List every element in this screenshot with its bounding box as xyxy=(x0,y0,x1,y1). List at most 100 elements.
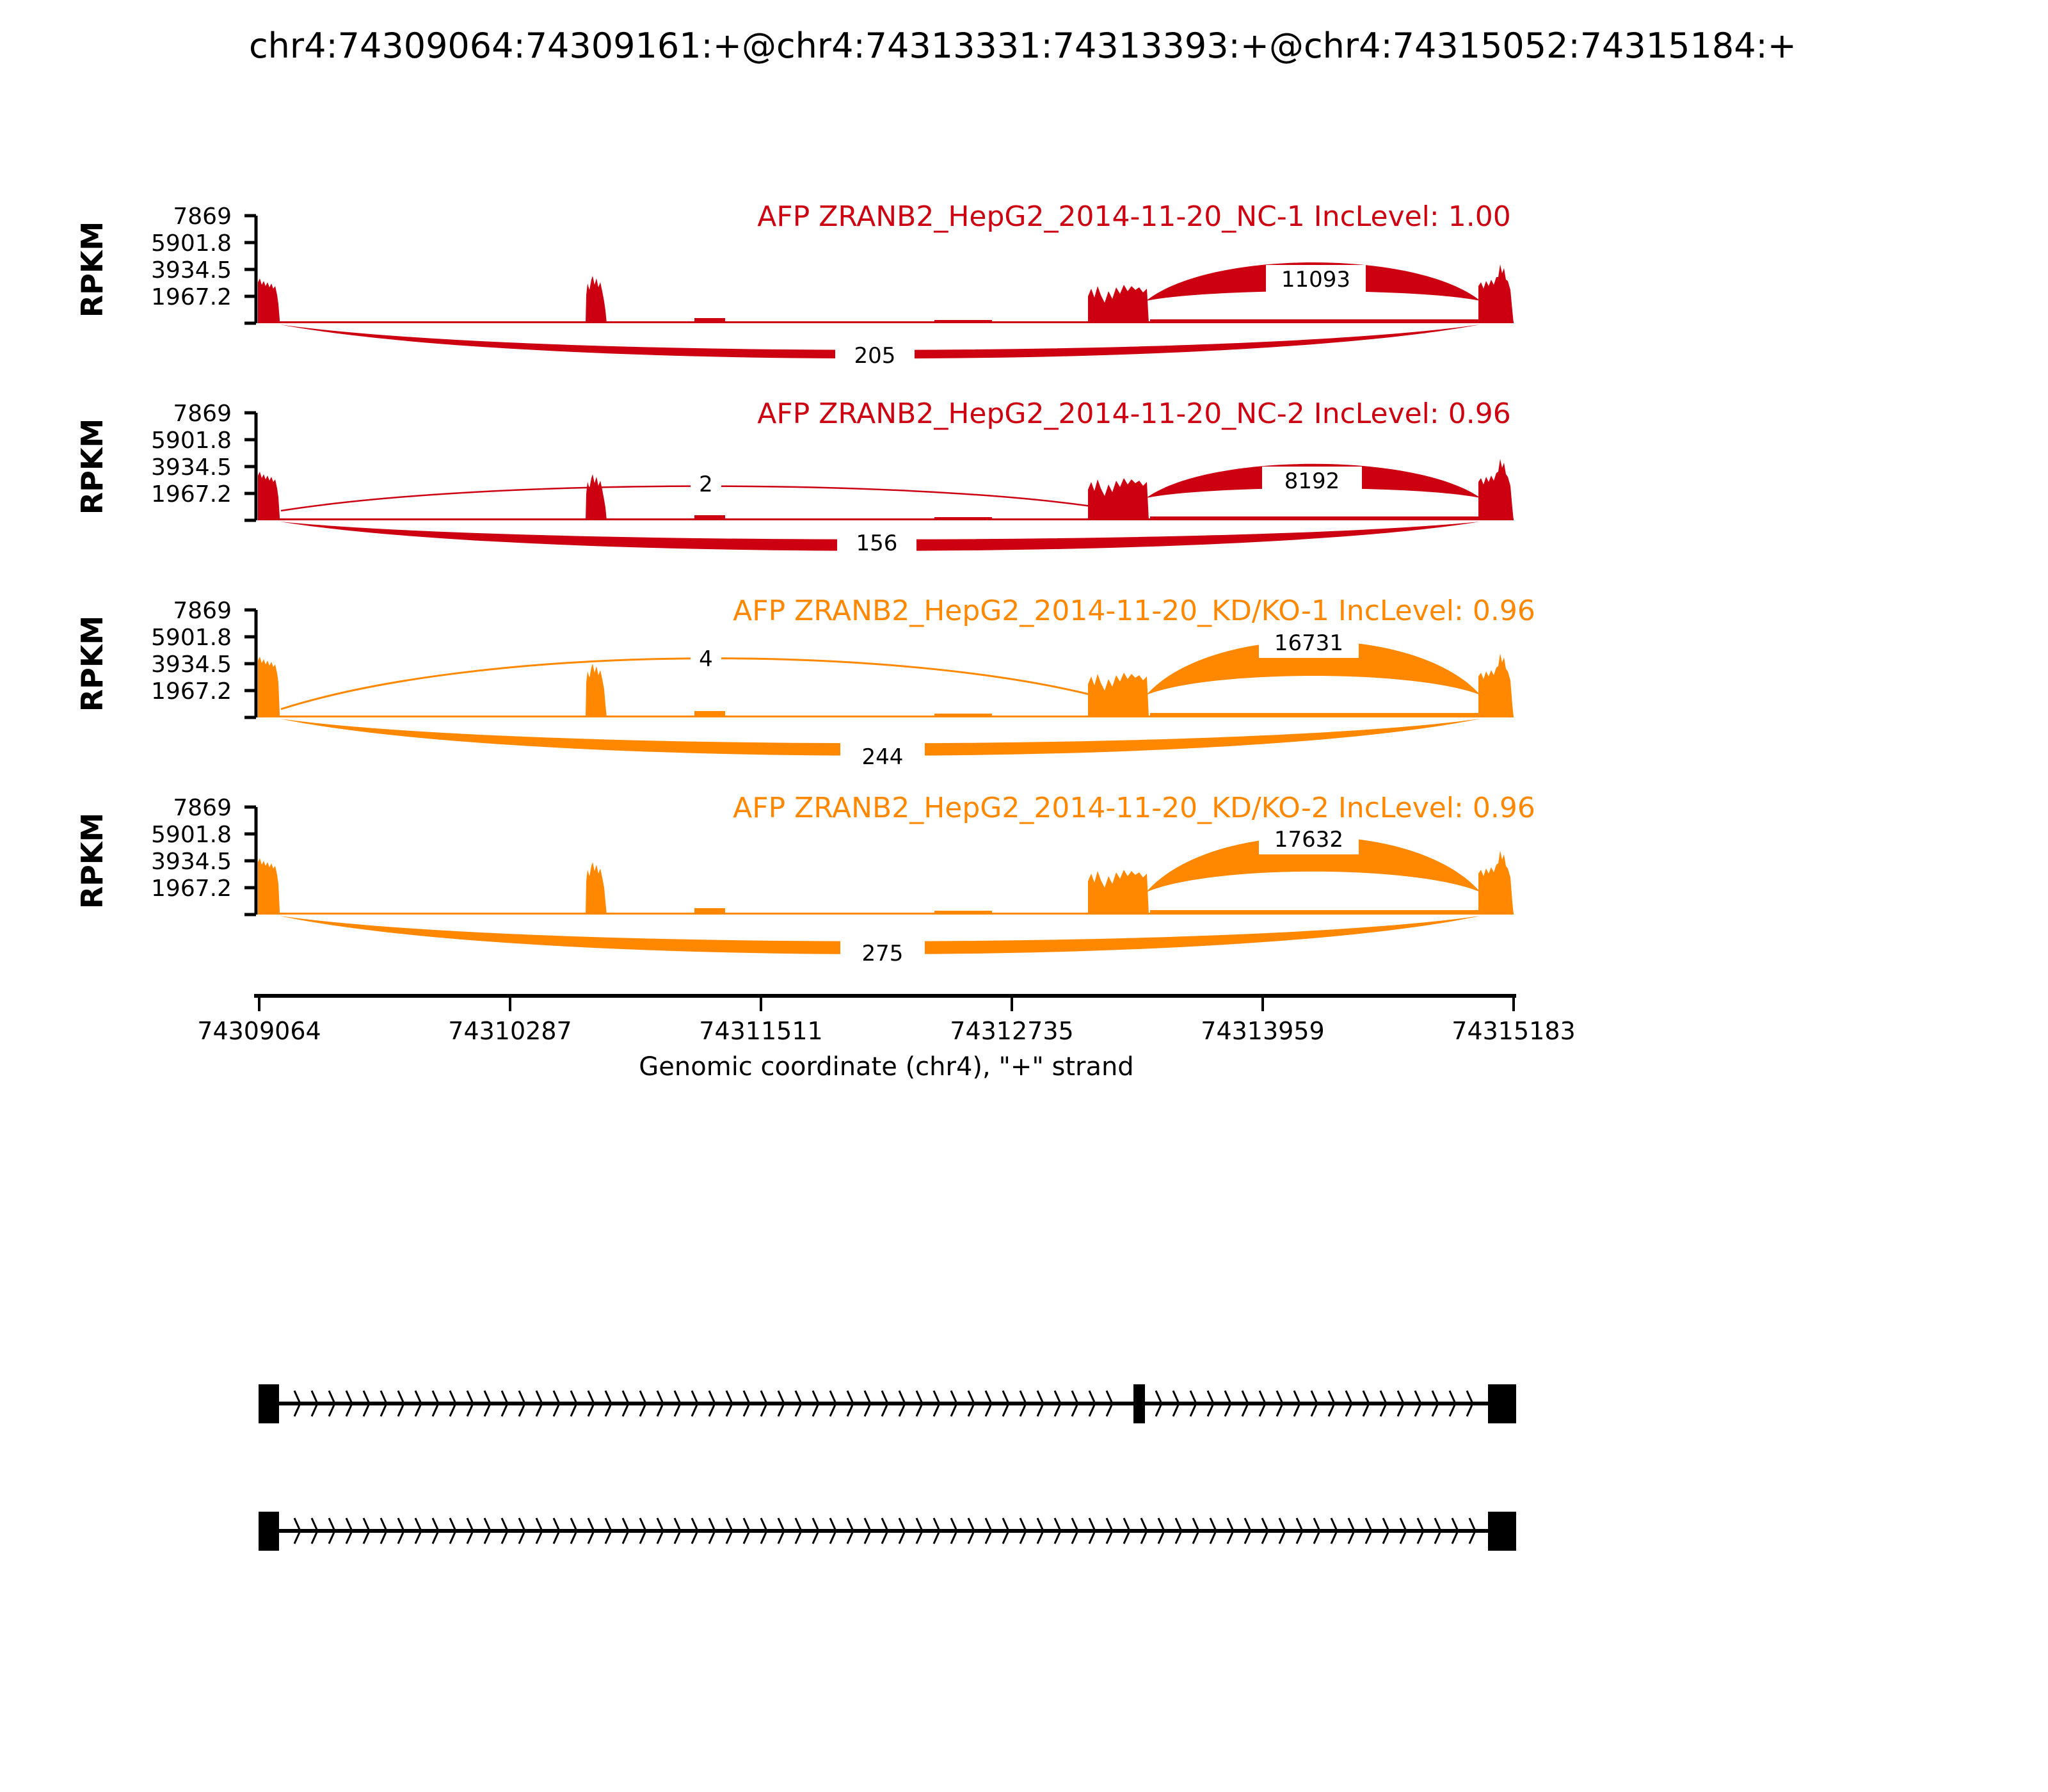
y-axis: 7869 5901.8 3934.5 1967.2 RPKM xyxy=(75,795,258,916)
coverage-bump xyxy=(694,318,725,323)
y-axis-spine xyxy=(244,608,258,719)
coverage-bump xyxy=(694,515,725,520)
intron-coverage xyxy=(1150,516,1478,520)
track-kdko-2: 7869 5901.8 3934.5 1967.2 RPKM 17632 275… xyxy=(75,792,1535,969)
exon1-coverage-peak xyxy=(258,858,280,915)
junction-arc-skipping xyxy=(280,522,1480,551)
junction-arc-skipping xyxy=(280,916,1480,954)
coverage xyxy=(258,836,1514,954)
exon-box-3 xyxy=(1488,1384,1516,1423)
exon-box-2 xyxy=(1133,1384,1145,1423)
y-axis-label: RPKM xyxy=(75,813,109,909)
exon2-coverage-peak xyxy=(1088,478,1149,520)
junction-label-box xyxy=(835,341,915,371)
y-axis: 7869 5901.8 3934.5 1967.2 RPKM xyxy=(75,204,258,325)
y-tick-label: 5901.8 xyxy=(151,625,232,651)
junction-label-box xyxy=(1262,467,1362,496)
intronic-coverage-peak xyxy=(586,474,607,520)
exon3-coverage-peak xyxy=(1478,851,1514,915)
exon3-coverage-peak xyxy=(1478,653,1514,717)
junction-count-label: 275 xyxy=(862,941,904,966)
exon1-coverage-peak xyxy=(258,472,280,520)
coverage-bump xyxy=(694,908,725,915)
isoform-inclusion xyxy=(259,1384,1516,1423)
junction-count-label: 244 xyxy=(862,744,904,770)
y-tick-label: 1967.2 xyxy=(151,481,232,508)
junction-label-box xyxy=(840,940,925,969)
coverage-baseline xyxy=(258,518,1514,520)
coverage-bump xyxy=(934,320,992,323)
y-axis: 7869 5901.8 3934.5 1967.2 RPKM xyxy=(75,598,258,719)
intronic-coverage-peak xyxy=(586,862,607,915)
junction-arc-inclusion xyxy=(1146,641,1480,695)
y-tick-label: 5901.8 xyxy=(151,428,232,454)
exon3-coverage-peak xyxy=(1478,459,1514,520)
y-tick-label: 5901.8 xyxy=(151,230,232,257)
y-tick-label: 3934.5 xyxy=(151,257,232,284)
x-tick-label: 74313959 xyxy=(1201,1017,1324,1045)
coverage-baseline xyxy=(258,716,1514,717)
exon1-coverage-peak xyxy=(258,278,280,323)
intronic-coverage-peak xyxy=(586,664,607,717)
x-tick-label: 74312735 xyxy=(950,1017,1073,1045)
junction-count-label: 11093 xyxy=(1281,267,1350,292)
junction-count-label: 16731 xyxy=(1274,630,1343,656)
y-tick-label: 7869 xyxy=(173,204,232,230)
x-tick-label: 74311511 xyxy=(699,1017,822,1045)
junction-arc-upstream-inclusion xyxy=(280,485,1092,512)
junction-label-box xyxy=(691,644,721,674)
y-axis: 7869 5901.8 3934.5 1967.2 RPKM xyxy=(75,401,258,522)
coverage xyxy=(258,262,1514,359)
isoform-skipping xyxy=(259,1512,1516,1551)
coverage xyxy=(258,641,1514,756)
junction-label-box xyxy=(691,470,721,499)
track-title: AFP ZRANB2_HepG2_2014-11-20_NC-1 IncLeve… xyxy=(757,200,1510,233)
junction-arc-skipping xyxy=(280,719,1480,756)
y-axis-label: RPKM xyxy=(75,221,109,318)
intron-coverage xyxy=(1150,910,1478,915)
y-axis-spine xyxy=(244,214,258,325)
exon1-coverage-peak xyxy=(258,657,280,717)
intron-coverage xyxy=(1150,713,1478,717)
junction-arc-skipping xyxy=(280,324,1480,359)
strand-arrows xyxy=(293,1390,1114,1417)
x-axis-ticks xyxy=(258,996,1515,1011)
coverage-baseline xyxy=(258,321,1514,323)
strand-arrows xyxy=(293,1517,1476,1544)
plot-title: chr4:74309064:74309161:+@chr4:74313331:7… xyxy=(249,26,1796,66)
exon2-coverage-peak xyxy=(1088,870,1149,915)
junction-label-box xyxy=(1259,628,1359,658)
y-axis-spine xyxy=(244,805,258,916)
exon3-coverage-peak xyxy=(1478,264,1514,323)
coverage-bump xyxy=(934,911,992,915)
intron-coverage xyxy=(1150,319,1478,323)
junction-count-label: 2 xyxy=(699,472,713,497)
y-axis-spine xyxy=(244,411,258,522)
coverage-bump xyxy=(934,714,992,717)
y-tick-label: 3934.5 xyxy=(151,454,232,481)
y-tick-label: 3934.5 xyxy=(151,849,232,875)
track-title: AFP ZRANB2_HepG2_2014-11-20_KD/KO-1 IncL… xyxy=(733,595,1535,627)
x-axis: 74309064 74310287 74311511 74312735 7431… xyxy=(197,994,1576,1082)
exon2-coverage-peak xyxy=(1088,673,1149,717)
track-nc-1: 7869 5901.8 3934.5 1967.2 RPKM 11093 205… xyxy=(75,200,1514,371)
junction-label-box xyxy=(837,529,916,558)
x-axis-label: Genomic coordinate (chr4), "+" strand xyxy=(639,1052,1133,1082)
track-nc-2: 7869 5901.8 3934.5 1967.2 RPKM 2 8192 15… xyxy=(75,397,1514,558)
y-tick-label: 1967.2 xyxy=(151,284,232,310)
junction-label-box xyxy=(840,742,925,772)
exon-box-1 xyxy=(259,1512,279,1551)
junction-count-label: 8192 xyxy=(1284,468,1340,494)
x-tick-label: 74315183 xyxy=(1452,1017,1575,1045)
junction-count-label: 4 xyxy=(699,646,713,672)
track-title: AFP ZRANB2_HepG2_2014-11-20_KD/KO-2 IncL… xyxy=(733,792,1535,824)
junction-count-label: 17632 xyxy=(1274,827,1343,852)
y-tick-label: 7869 xyxy=(173,598,232,624)
exon-box-1 xyxy=(259,1384,279,1423)
junction-count-label: 156 xyxy=(856,531,898,556)
y-tick-label: 1967.2 xyxy=(151,678,232,705)
y-axis-label: RPKM xyxy=(75,419,109,515)
x-tick-label: 74310287 xyxy=(448,1017,572,1045)
